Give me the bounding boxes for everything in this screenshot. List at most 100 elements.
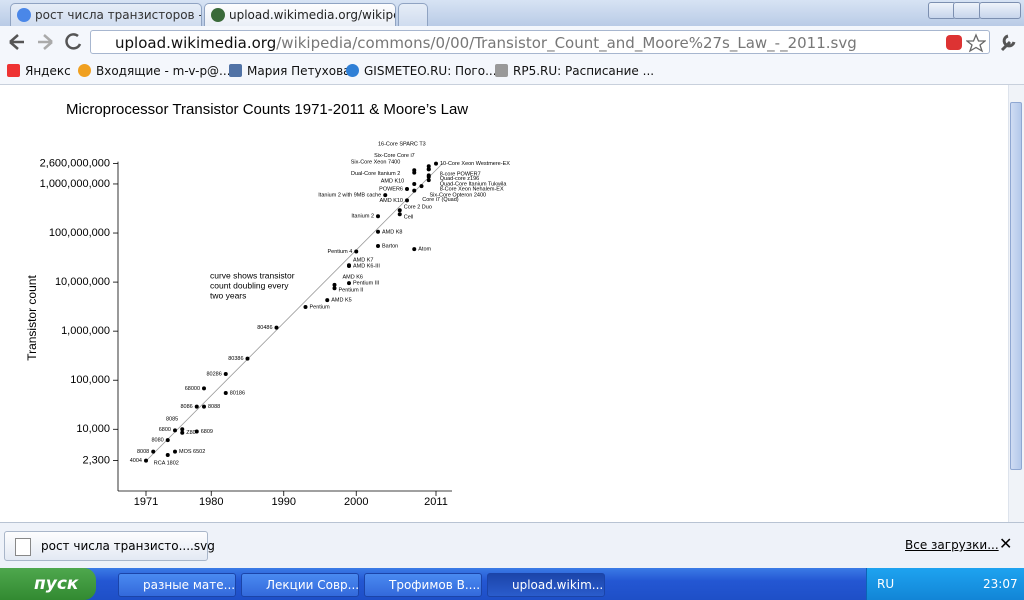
file-icon — [15, 538, 31, 556]
data-point — [412, 188, 417, 193]
data-point — [405, 198, 409, 203]
bookmark[interactable]: RP5.RU: Расписание ... — [495, 63, 654, 79]
adblock-icon[interactable] — [946, 35, 962, 50]
bookmark[interactable]: Входящие - m-v-p@... — [78, 63, 231, 79]
y-tick-label: 10,000,000 — [55, 276, 110, 288]
data-point — [412, 181, 417, 186]
point-label: 80186 — [230, 390, 245, 396]
bookmarks-bar: Яндекс Входящие - m-v-p@... Мария Петухо… — [0, 58, 1024, 85]
point-label: AMD K10 — [379, 198, 403, 204]
point-label: Dual-Core Itanium 2 — [351, 171, 400, 177]
bookmark[interactable]: GISMETEO.RU: Пого... — [346, 63, 497, 79]
point-label: 8-Core Xeon Nehalem-EX — [440, 187, 504, 193]
point-label: Core i7 (Quad) — [422, 197, 459, 203]
minimize-button[interactable] — [928, 2, 956, 19]
point-label: Quad-Core Itanium Tukwila — [440, 182, 508, 188]
point-label: AMD K10 — [381, 178, 405, 184]
point-label: Cell — [404, 215, 413, 221]
data-point — [376, 244, 380, 249]
taskbar-button[interactable]: разные мате... — [118, 573, 236, 597]
y-tick-label: 10,000 — [76, 423, 110, 435]
point-label: Pentium II — [339, 288, 364, 294]
tab[interactable]: upload.wikimedia.org/wikipedia — [204, 3, 396, 26]
data-point — [412, 247, 417, 252]
bookmark[interactable]: Яндекс — [7, 63, 71, 79]
x-tick-label: 1980 — [199, 496, 223, 508]
y-tick-label: 1,000,000,000 — [40, 178, 110, 190]
system-tray: RU 23:07 — [866, 568, 1024, 600]
point-label: 80286 — [206, 371, 221, 377]
x-tick-label: 2000 — [344, 496, 368, 508]
data-point — [426, 178, 431, 183]
x-tick-label: 1971 — [134, 496, 158, 508]
point-label: 80486 — [257, 325, 272, 331]
bookmark-star[interactable] — [966, 33, 986, 53]
point-label: AMD K6 — [343, 274, 363, 280]
data-point — [426, 167, 431, 172]
download-filename: рост числа транзисто....svg — [41, 539, 215, 553]
taskbar-button[interactable]: Трофимов В.... — [364, 573, 482, 597]
point-label: 8085 — [166, 417, 178, 423]
y-axis-label: Transistor count — [25, 275, 39, 361]
download-item[interactable]: рост числа транзисто....svg — [4, 531, 215, 561]
data-point — [376, 214, 380, 219]
close-button[interactable] — [979, 2, 1021, 19]
download-bar: рост числа транзисто....svg Все загрузки… — [0, 522, 1024, 569]
bookmark-title: RP5.RU: Расписание ... — [513, 64, 655, 78]
data-point — [397, 212, 402, 217]
tab-title: рост числа транзисторов - П — [35, 8, 202, 22]
point-label: 6809 — [201, 429, 213, 435]
point-label: 16-Core SPARC T3 — [378, 142, 426, 148]
data-point — [325, 298, 330, 303]
data-point — [202, 386, 206, 391]
nav-buttons[interactable] — [6, 32, 86, 52]
x-tick-label: 1990 — [272, 496, 296, 508]
settings-button[interactable] — [998, 32, 1020, 52]
data-point — [180, 427, 185, 432]
point-label: Core 2 Duo — [404, 205, 432, 211]
point-label: Itanium 2 with 9MB cache — [318, 193, 381, 199]
data-point — [274, 325, 279, 330]
chart-title: Microprocessor Transistor Counts 1971-20… — [66, 101, 468, 118]
language-indicator[interactable]: RU — [877, 577, 895, 591]
taskbar-button[interactable]: Лекции Совр... — [241, 573, 359, 597]
point-label: Barton — [382, 243, 398, 249]
scrollbar-thumb[interactable] — [1010, 102, 1022, 470]
data-point — [151, 449, 156, 454]
taskbar-button[interactable]: upload.wikim... — [487, 573, 605, 597]
point-label: Six-Core Xeon 7400 — [351, 160, 401, 166]
data-point — [405, 187, 409, 192]
tab[interactable]: рост числа транзисторов - П — [10, 3, 202, 26]
data-point — [223, 390, 228, 395]
bookmark[interactable]: Мария Петухова — [229, 63, 351, 79]
data-point — [223, 371, 228, 376]
all-downloads-link[interactable]: Все загрузки... — [905, 538, 999, 552]
point-label: 6800 — [159, 427, 171, 433]
data-point — [332, 286, 337, 291]
data-point — [426, 164, 431, 169]
address-bar[interactable]: upload.wikimedia.org/wikipedia/commons/0… — [90, 30, 990, 54]
new-tab-button[interactable] — [398, 3, 428, 26]
tab-strip: рост числа транзисторов - П upload.wikim… — [0, 0, 1024, 26]
data-point — [303, 305, 308, 310]
tab-title: upload.wikimedia.org/wikipedia — [229, 8, 395, 22]
point-label: 8-core POWER7 — [440, 172, 481, 178]
maximize-button[interactable] — [953, 2, 981, 19]
data-point — [173, 449, 177, 454]
start-button[interactable]: пуск — [0, 568, 96, 600]
point-label: 8086 — [181, 404, 193, 410]
data-point — [245, 356, 250, 361]
data-point — [165, 438, 170, 443]
point-label: Six-Core Opteron 2400 — [430, 193, 487, 199]
point-label: 8008 — [137, 449, 149, 455]
data-point — [412, 168, 417, 173]
annotation: two years — [210, 290, 246, 300]
point-label: AMD K5 — [331, 298, 351, 304]
data-point — [202, 404, 206, 409]
point-label: MOS 6502 — [179, 449, 205, 455]
point-label: Quad-core z196 — [440, 176, 479, 182]
data-point — [376, 229, 380, 234]
point-label: 4004 — [130, 458, 142, 464]
close-download-bar[interactable]: ✕ — [999, 534, 1013, 553]
